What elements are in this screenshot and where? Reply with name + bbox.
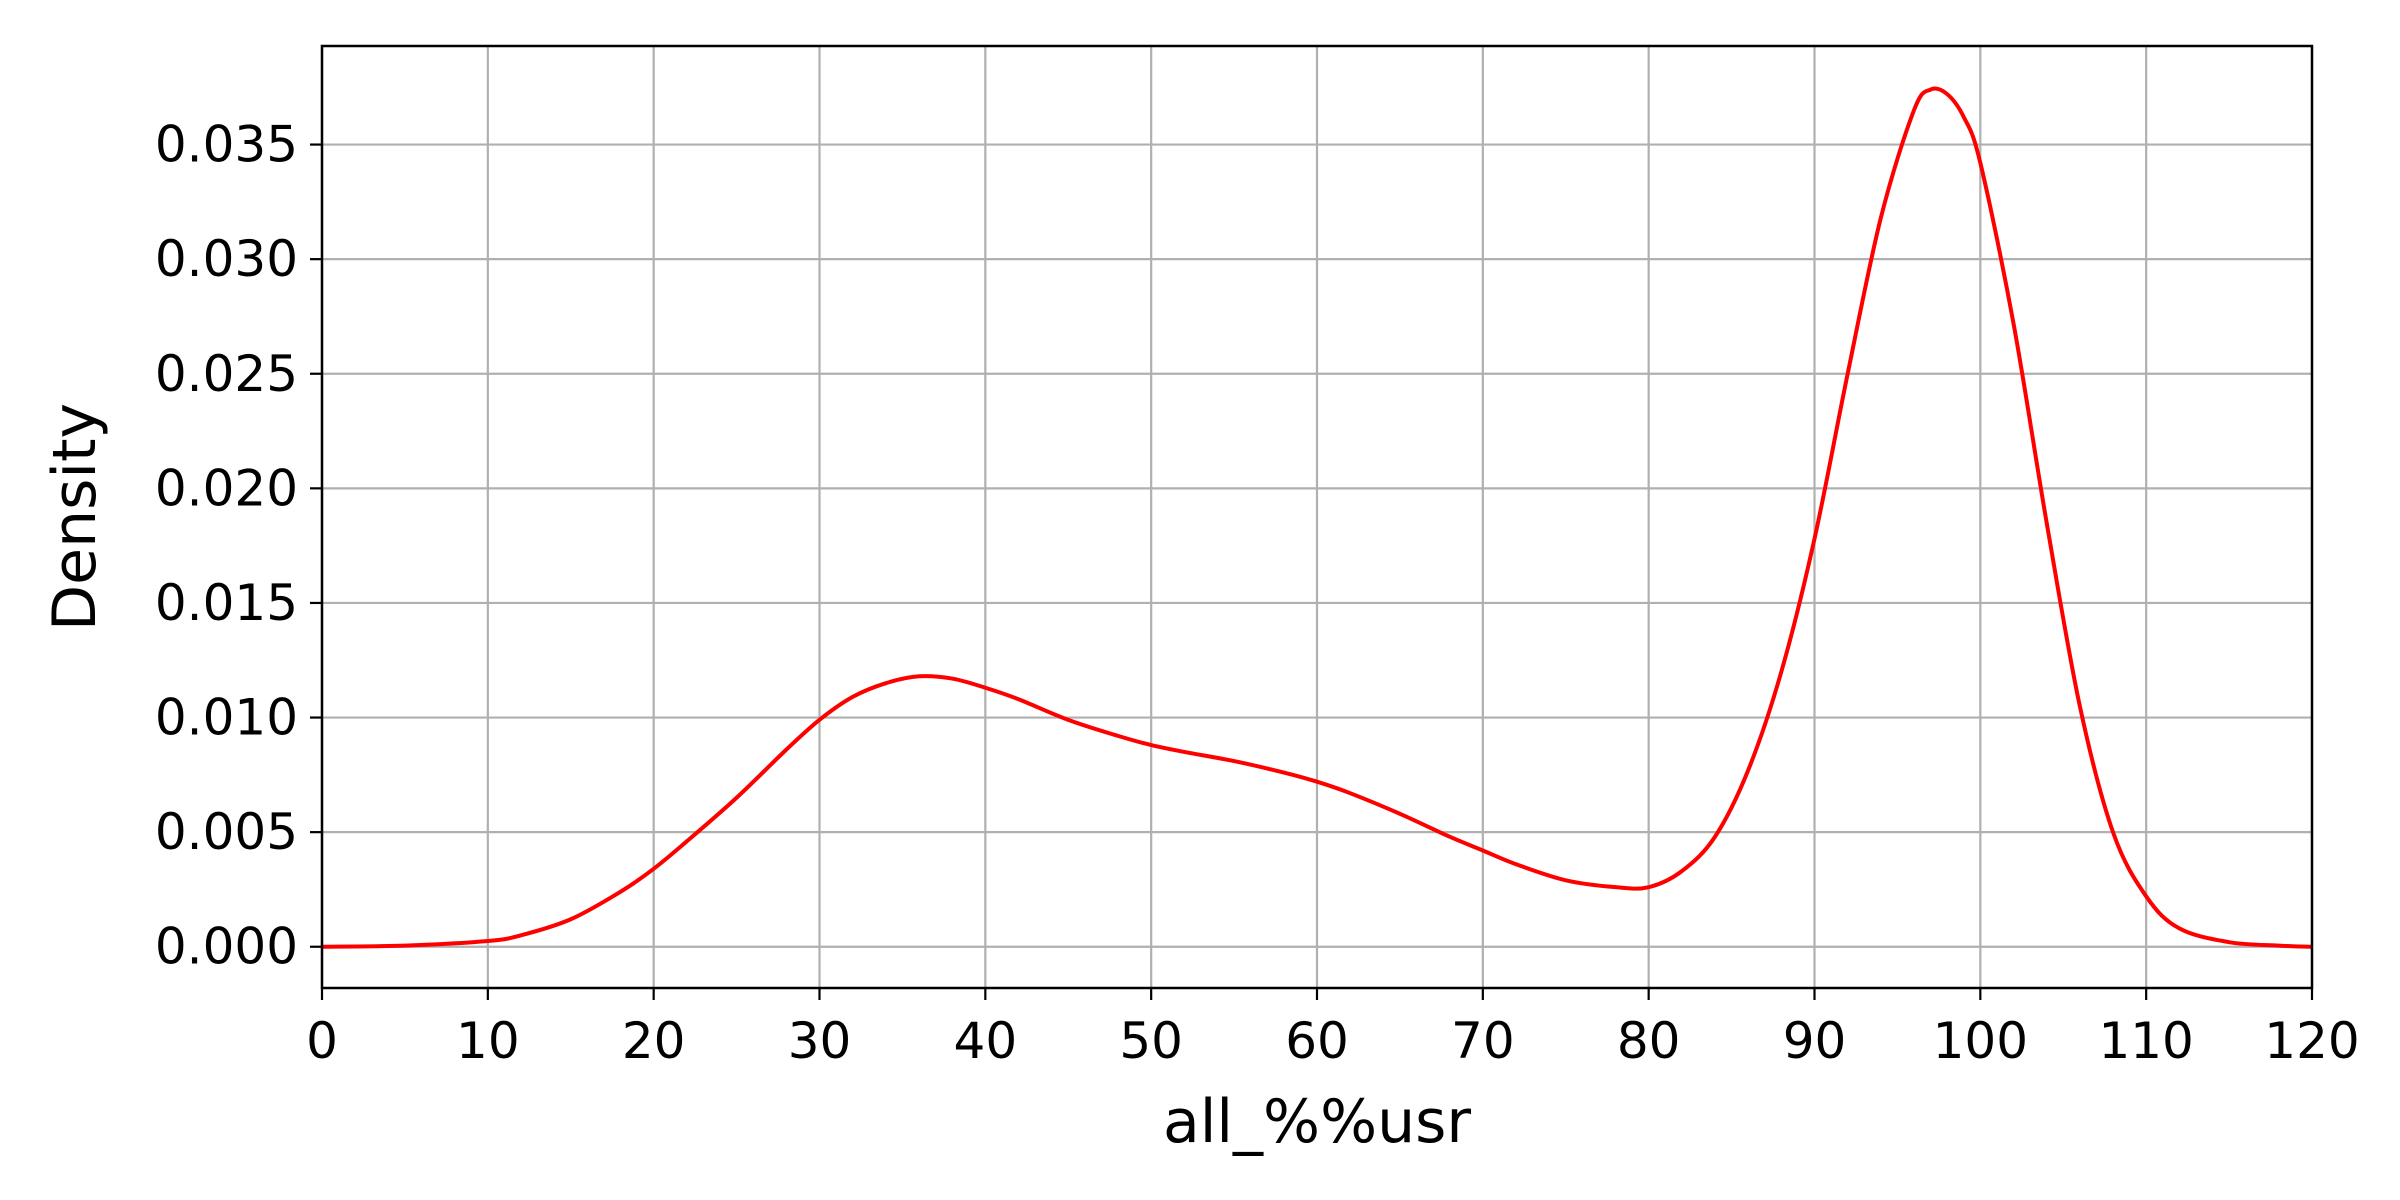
y-tick-label: 0.025	[155, 345, 298, 403]
x-axis: 0 10 20 30 40 50 60 70 80 90 100 110 120	[306, 988, 2360, 1070]
x-tick-label: 40	[954, 1012, 1018, 1070]
y-tick-label: 0.030	[155, 230, 298, 288]
x-tick-label: 80	[1617, 1012, 1681, 1070]
y-tick-label: 0.020	[155, 459, 298, 517]
x-tick-label: 120	[2264, 1012, 2359, 1070]
y-axis-label: Density	[40, 403, 110, 631]
x-tick-label: 0	[306, 1012, 338, 1070]
y-tick-label: 0.035	[155, 116, 298, 174]
y-tick-label: 0.010	[155, 689, 298, 747]
x-tick-label: 90	[1783, 1012, 1847, 1070]
x-tick-label: 60	[1285, 1012, 1349, 1070]
x-tick-label: 20	[622, 1012, 686, 1070]
y-tick-label: 0.000	[155, 918, 298, 976]
density-line	[321, 86, 2313, 949]
y-axis: 0.000 0.005 0.010 0.015 0.020 0.025 0.030 0.035	[155, 116, 322, 976]
x-tick-label: 30	[788, 1012, 852, 1070]
x-tick-label: 70	[1451, 1012, 1515, 1070]
series-layer	[321, 86, 2313, 949]
x-tick-label: 50	[1119, 1012, 1183, 1070]
y-tick-label: 0.005	[155, 803, 298, 861]
y-tick-label: 0.015	[155, 574, 298, 632]
x-axis-label: all_%%usr	[1163, 1087, 1471, 1157]
x-tick-label: 110	[2098, 1012, 2193, 1070]
x-tick-label: 10	[456, 1012, 520, 1070]
grid	[320, 46, 2314, 988]
x-tick-label: 100	[1933, 1012, 2028, 1070]
